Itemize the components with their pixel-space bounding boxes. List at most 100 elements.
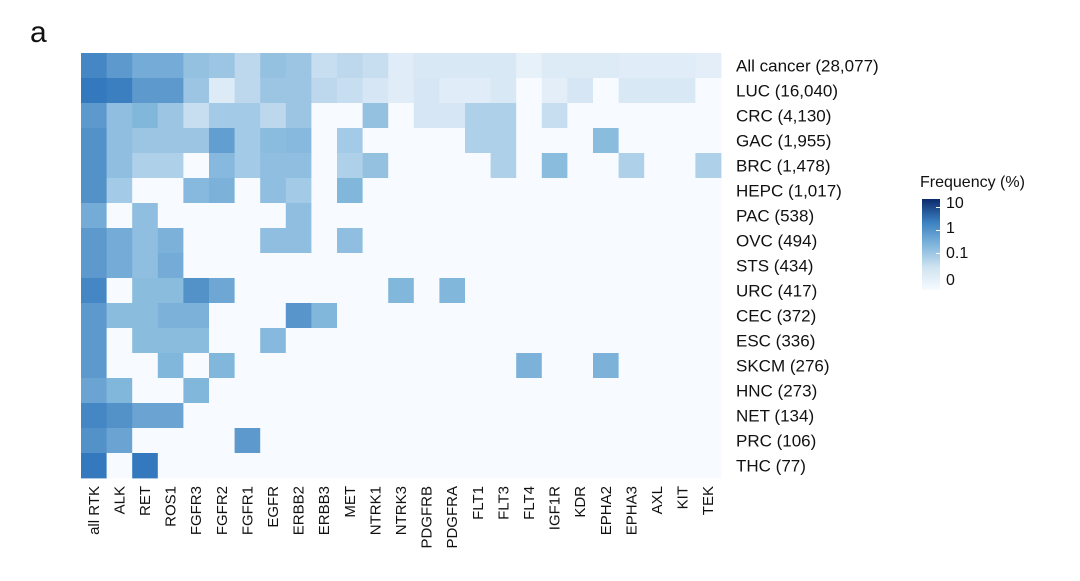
heatmap-cell bbox=[388, 203, 415, 229]
heatmap-cell bbox=[362, 228, 389, 254]
column-label: RET bbox=[137, 486, 154, 516]
heatmap-cell bbox=[183, 228, 210, 254]
heatmap-cell bbox=[465, 378, 491, 404]
heatmap-cell bbox=[593, 78, 619, 104]
heatmap-cell bbox=[465, 303, 491, 329]
heatmap-cell bbox=[541, 178, 568, 204]
heatmap-cell bbox=[209, 403, 235, 429]
heatmap-cell bbox=[337, 228, 363, 254]
heatmap-cell bbox=[157, 228, 184, 254]
heatmap-cell bbox=[644, 103, 671, 129]
heatmap-cell bbox=[413, 228, 440, 254]
column-label: NTRK1 bbox=[367, 486, 384, 535]
heatmap-cell bbox=[439, 353, 466, 379]
heatmap-cell bbox=[362, 453, 389, 479]
heatmap-cell bbox=[516, 153, 543, 179]
heatmap-cell bbox=[209, 353, 235, 379]
heatmap-cell bbox=[157, 203, 184, 229]
heatmap-cell bbox=[234, 428, 261, 454]
heatmap-cell bbox=[183, 178, 210, 204]
heatmap-cell bbox=[285, 153, 312, 179]
heatmap-cell bbox=[260, 278, 287, 304]
row-label: LUC (16,040) bbox=[736, 82, 838, 101]
heatmap-cell bbox=[490, 228, 517, 254]
heatmap-cell bbox=[234, 103, 261, 129]
column-labels: all RTK ALK RET ROS1 FGFR3 FGFR2 FGFR1 EGFR ERBB… bbox=[86, 486, 717, 549]
heatmap-cell bbox=[465, 253, 491, 279]
heatmap-cell bbox=[285, 128, 312, 154]
heatmap-cell bbox=[285, 328, 312, 354]
heatmap-cell bbox=[209, 178, 235, 204]
heatmap-cell bbox=[618, 328, 645, 354]
heatmap-cell bbox=[311, 378, 338, 404]
heatmap-cell bbox=[695, 403, 722, 429]
column-label: EPHA2 bbox=[598, 486, 615, 535]
heatmap-cell bbox=[541, 278, 568, 304]
heatmap-cell bbox=[413, 328, 440, 354]
heatmap-cell bbox=[132, 128, 159, 154]
heatmap-cell bbox=[388, 453, 415, 479]
heatmap-cell bbox=[465, 353, 491, 379]
heatmap-cell bbox=[618, 378, 645, 404]
heatmap-cell bbox=[490, 278, 517, 304]
heatmap-cell bbox=[465, 178, 491, 204]
heatmap-cell bbox=[644, 278, 671, 304]
row-label: HEPC (1,017) bbox=[736, 182, 842, 201]
heatmap-cell bbox=[669, 228, 696, 254]
heatmap-cell bbox=[234, 78, 261, 104]
heatmap-cell bbox=[644, 353, 671, 379]
heatmap-cell bbox=[593, 403, 619, 429]
heatmap-cell bbox=[413, 203, 440, 229]
heatmap-cell bbox=[81, 453, 107, 479]
heatmap-cell bbox=[669, 303, 696, 329]
heatmap-cell bbox=[81, 353, 107, 379]
heatmap-cell bbox=[644, 228, 671, 254]
row-labels: All cancer (28,077) LUC (16,040) CRC (4,13… bbox=[736, 57, 879, 476]
heatmap-cell bbox=[618, 128, 645, 154]
heatmap-cell bbox=[132, 53, 159, 79]
heatmap-cell bbox=[209, 153, 235, 179]
heatmap-cell bbox=[490, 103, 517, 129]
column-label: ERBB3 bbox=[316, 486, 333, 535]
heatmap-cell bbox=[439, 453, 466, 479]
heatmap-cell bbox=[567, 228, 594, 254]
heatmap-cell bbox=[311, 403, 338, 429]
heatmap-cell bbox=[388, 303, 415, 329]
heatmap-cell bbox=[516, 328, 543, 354]
heatmap-cell bbox=[311, 178, 338, 204]
heatmap-cell bbox=[413, 128, 440, 154]
heatmap-cell bbox=[644, 78, 671, 104]
heatmap-cell bbox=[362, 253, 389, 279]
heatmap-cell bbox=[285, 303, 312, 329]
column-label: KDR bbox=[572, 486, 589, 518]
heatmap-cell bbox=[516, 53, 543, 79]
heatmap-cell bbox=[593, 353, 619, 379]
heatmap-cell bbox=[541, 303, 568, 329]
heatmap-cell bbox=[465, 403, 491, 429]
heatmap-cell bbox=[413, 103, 440, 129]
heatmap-cell bbox=[644, 128, 671, 154]
heatmap-cell bbox=[695, 353, 722, 379]
heatmap-cell bbox=[81, 253, 107, 279]
heatmap-cell bbox=[490, 403, 517, 429]
heatmap-cell bbox=[311, 328, 338, 354]
heatmap-cell bbox=[695, 203, 722, 229]
heatmap-cell bbox=[311, 153, 338, 179]
heatmap-cell bbox=[362, 378, 389, 404]
heatmap-cell bbox=[695, 103, 722, 129]
heatmap-cell bbox=[106, 153, 133, 179]
heatmap-cell bbox=[337, 328, 363, 354]
heatmap-cell bbox=[285, 403, 312, 429]
heatmap-cell bbox=[234, 128, 261, 154]
heatmap-cell bbox=[439, 403, 466, 429]
heatmap-cell bbox=[695, 153, 722, 179]
heatmap-cell bbox=[695, 328, 722, 354]
heatmap-cell bbox=[516, 203, 543, 229]
heatmap-cell bbox=[516, 403, 543, 429]
heatmap-cell bbox=[490, 153, 517, 179]
heatmap-cell bbox=[388, 103, 415, 129]
heatmap-cell bbox=[388, 428, 415, 454]
heatmap-cell bbox=[695, 303, 722, 329]
heatmap-cell bbox=[285, 353, 312, 379]
heatmap-cell bbox=[132, 153, 159, 179]
